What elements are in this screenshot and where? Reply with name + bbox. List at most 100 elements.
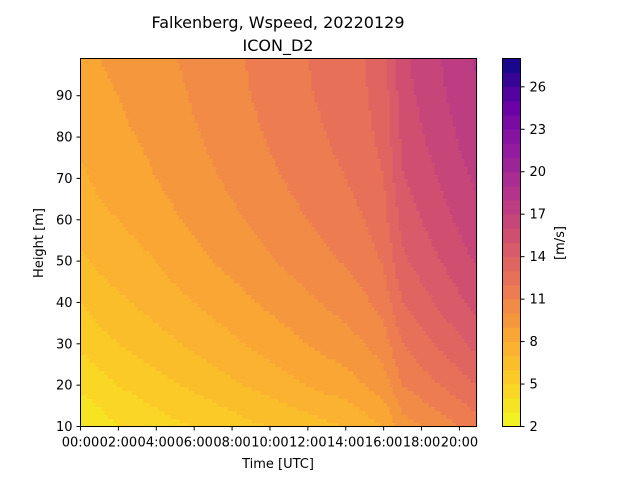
contour-cell xyxy=(119,274,124,280)
contour-cell xyxy=(236,338,241,344)
contour-cell xyxy=(86,378,91,384)
contour-cell xyxy=(113,318,118,324)
contour-cell xyxy=(206,330,211,336)
contour-cell xyxy=(230,330,235,336)
contour-cell xyxy=(116,166,121,172)
contour-cell xyxy=(116,326,121,332)
contour-cell xyxy=(98,178,103,184)
contour-cell xyxy=(122,322,127,328)
contour-cell xyxy=(209,170,214,176)
contour-cell xyxy=(236,422,241,428)
contour-cell xyxy=(227,138,232,144)
contour-cell xyxy=(119,58,124,64)
contour-cell xyxy=(128,58,133,64)
contour-cell xyxy=(119,410,124,416)
contour-cell xyxy=(107,270,112,276)
contour-cell xyxy=(164,294,169,300)
contour-cell xyxy=(230,98,235,104)
contour-cell xyxy=(116,86,121,92)
contour-cell xyxy=(221,106,226,112)
contour-cell xyxy=(185,386,190,392)
contour-cell xyxy=(89,266,94,272)
contour-cell xyxy=(224,338,229,344)
contour-cell xyxy=(233,78,238,84)
contour-cell xyxy=(215,222,220,228)
contour-cell xyxy=(116,338,121,344)
contour-cell xyxy=(95,386,100,392)
contour-cell xyxy=(212,86,217,92)
contour-cell xyxy=(170,98,175,104)
contour-cell xyxy=(104,262,109,268)
contour-cell xyxy=(179,310,184,316)
contour-cell xyxy=(137,202,142,208)
contour-cell xyxy=(194,314,199,320)
contour-cell xyxy=(212,398,217,404)
contour-cell xyxy=(212,258,217,264)
contour-cell xyxy=(182,406,187,412)
contour-cell xyxy=(107,342,112,348)
contour-cell xyxy=(122,222,127,228)
contour-cell xyxy=(143,110,148,116)
contour-cell xyxy=(92,318,97,324)
contour-cell xyxy=(185,58,190,64)
contour-cell xyxy=(131,306,136,312)
contour-cell xyxy=(200,98,205,104)
contour-cell xyxy=(170,154,175,160)
contour-cell xyxy=(158,218,163,224)
contour-cell xyxy=(227,370,232,376)
contour-cell xyxy=(212,126,217,132)
contour-cell xyxy=(146,274,151,280)
contour-cell xyxy=(80,318,85,324)
contour-cell xyxy=(167,190,172,196)
contour-cell xyxy=(155,338,160,344)
contour-cell xyxy=(158,346,163,352)
contour-cell xyxy=(95,346,100,352)
contour-cell xyxy=(188,342,193,348)
contour-cell xyxy=(233,138,238,144)
contour-cell xyxy=(116,374,121,380)
contour-cell xyxy=(113,346,118,352)
contour-cell xyxy=(152,82,157,88)
contour-cell xyxy=(161,270,166,276)
contour-cell xyxy=(152,146,157,152)
contour-cell xyxy=(125,278,130,284)
contour-cell xyxy=(161,286,166,292)
contour-cell xyxy=(113,290,118,296)
contour-cell xyxy=(146,110,151,116)
contour-cell xyxy=(182,78,187,84)
contour-cell xyxy=(239,414,244,420)
contour-cell xyxy=(140,146,145,152)
contour-cell xyxy=(161,174,166,180)
contour-cell xyxy=(224,254,229,260)
contour-cell xyxy=(203,206,208,212)
contour-cell xyxy=(107,202,112,208)
contour-cell xyxy=(182,378,187,384)
contour-cell xyxy=(101,166,106,172)
contour-cell xyxy=(92,74,97,80)
contour-cell xyxy=(212,230,217,236)
contour-cell xyxy=(128,382,133,388)
contour-cell xyxy=(236,310,241,316)
contour-cell xyxy=(218,138,223,144)
contour-cell xyxy=(194,278,199,284)
contour-cell xyxy=(176,422,181,428)
contour-cell xyxy=(101,310,106,316)
contour-cell xyxy=(182,390,187,396)
contour-cell xyxy=(209,294,214,300)
contour-cell xyxy=(182,254,187,260)
contour-cell xyxy=(152,130,157,136)
contour-cell xyxy=(167,218,172,224)
contour-cell xyxy=(140,282,145,288)
contour-cell xyxy=(134,158,139,164)
contour-cell xyxy=(167,82,172,88)
contour-cell xyxy=(143,414,148,420)
contour-cell xyxy=(101,98,106,104)
contour-cell xyxy=(86,70,91,76)
contour-cell xyxy=(212,418,217,424)
contour-cell xyxy=(137,414,142,420)
contour-cell xyxy=(86,370,91,376)
contour-cell xyxy=(188,218,193,224)
contour-cell xyxy=(224,226,229,232)
contour-cell xyxy=(134,162,139,168)
contour-cell xyxy=(128,394,133,400)
